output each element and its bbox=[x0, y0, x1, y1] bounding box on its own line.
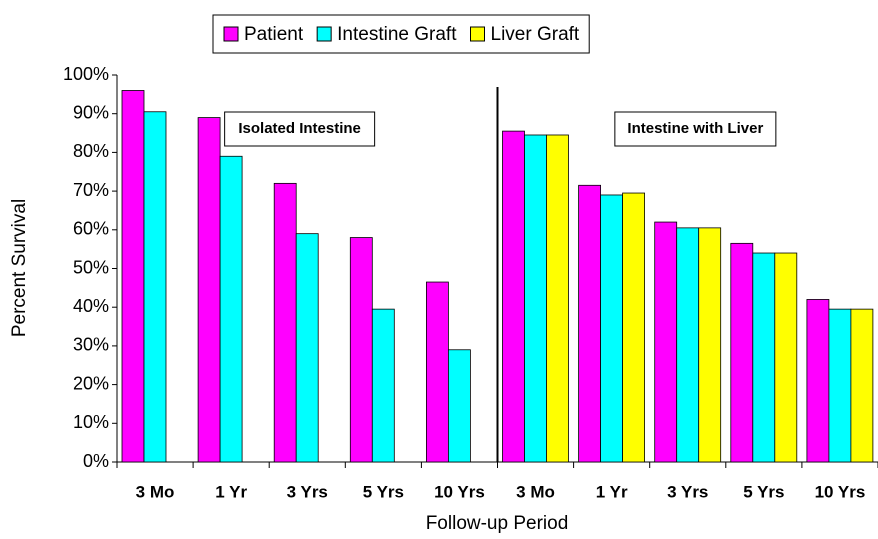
y-tick-label: 30% bbox=[73, 335, 109, 355]
legend-box bbox=[212, 14, 590, 54]
y-tick-label: 10% bbox=[73, 412, 109, 432]
y-tick-label: 60% bbox=[73, 219, 109, 239]
y-tick-label: 40% bbox=[73, 296, 109, 316]
x-tick-label: 1 Yr bbox=[215, 482, 247, 501]
bar bbox=[828, 308, 852, 463]
x-tick-label: 3 Yrs bbox=[287, 482, 328, 501]
bar bbox=[676, 227, 700, 463]
x-axis-title: Follow-up Period bbox=[426, 513, 569, 534]
x-tick-label: 10 Yrs bbox=[815, 482, 866, 501]
bar bbox=[447, 349, 471, 463]
bar bbox=[654, 221, 678, 463]
annotation-box bbox=[614, 111, 777, 147]
y-tick-label: 80% bbox=[73, 141, 109, 161]
y-tick-label: 70% bbox=[73, 180, 109, 200]
bar bbox=[371, 308, 395, 463]
legend: Patient Intestine Graft Liver Graft bbox=[212, 14, 590, 54]
bar bbox=[349, 237, 373, 463]
y-tick-label: 20% bbox=[73, 373, 109, 393]
bar bbox=[730, 242, 754, 463]
bar bbox=[752, 252, 776, 463]
bar bbox=[524, 134, 547, 463]
bar bbox=[197, 117, 221, 463]
legend-label: Patient bbox=[244, 24, 304, 45]
legend-label: Intestine Graft bbox=[337, 24, 457, 45]
bar bbox=[774, 252, 798, 463]
x-tick-label: 3 Mo bbox=[516, 482, 555, 501]
bar bbox=[502, 130, 525, 463]
bar bbox=[425, 281, 449, 463]
y-tick-label: 0% bbox=[83, 451, 109, 471]
legend-label: Liver Graft bbox=[491, 24, 580, 45]
annotation: Intestine with Liver bbox=[627, 120, 763, 137]
x-tick-label: 10 Yrs bbox=[434, 482, 485, 501]
x-tick-label: 1 Yr bbox=[596, 482, 628, 501]
legend-swatch bbox=[223, 26, 239, 42]
bar bbox=[121, 90, 145, 463]
bar bbox=[850, 308, 874, 463]
bar bbox=[622, 192, 645, 463]
legend-swatch bbox=[316, 26, 332, 42]
y-tick-label: 50% bbox=[73, 257, 109, 277]
bar bbox=[578, 184, 601, 463]
bar bbox=[806, 299, 830, 463]
x-tick-label: 5 Yrs bbox=[363, 482, 404, 501]
bar bbox=[219, 155, 243, 463]
y-tick-label: 100% bbox=[63, 64, 109, 84]
bar bbox=[698, 227, 722, 463]
x-tick-label: 3 Mo bbox=[136, 482, 175, 501]
bar bbox=[546, 134, 569, 463]
annotation-box bbox=[224, 111, 376, 147]
bar bbox=[600, 194, 623, 463]
y-tick-label: 90% bbox=[73, 102, 109, 122]
legend-swatch bbox=[470, 26, 485, 42]
bar bbox=[143, 111, 167, 463]
annotation: Isolated Intestine bbox=[238, 120, 361, 137]
bar bbox=[273, 182, 297, 463]
x-tick-label: 5 Yrs bbox=[743, 482, 784, 501]
bar bbox=[295, 233, 319, 463]
y-axis-title: Percent Survival bbox=[9, 199, 30, 337]
x-tick-label: 3 Yrs bbox=[667, 482, 708, 501]
